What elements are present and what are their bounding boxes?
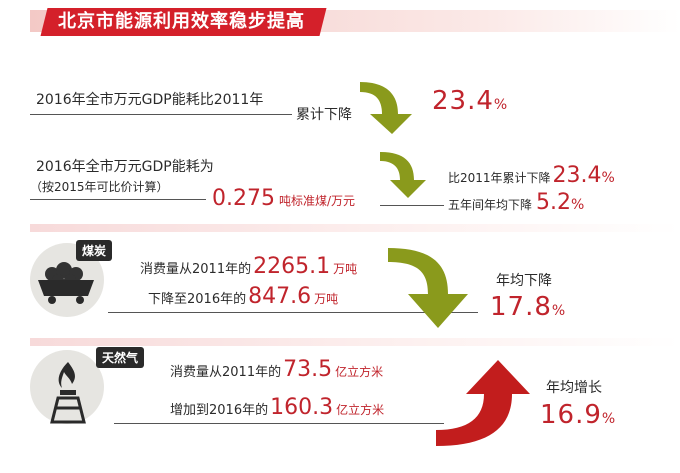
row1-line <box>30 114 292 115</box>
row1-value: 23.4 <box>432 86 494 116</box>
coal-line2: 下降至2016年的847.6 万吨 <box>148 284 338 309</box>
up-arrow-icon <box>436 360 530 446</box>
gas-line2-unit: 亿立方米 <box>336 403 385 417</box>
gas-icon-bg <box>30 350 104 424</box>
row1-label: 2016年全市万元GDP能耗比2011年 <box>36 92 264 108</box>
row2-line-mid <box>380 205 444 206</box>
divider <box>30 224 680 232</box>
row2-value-group: 0.275 吨标准煤/万元 <box>212 186 355 211</box>
coal-line1-unit: 万吨 <box>333 262 358 276</box>
row2-label: 2016年全市万元GDP能耗为 <box>36 159 214 175</box>
gas-line2: 增加到2016年的160.3 亿立方米 <box>170 395 384 420</box>
row2-value: 0.275 <box>212 186 275 211</box>
row1-value-group: 23.4% <box>432 86 507 116</box>
row2-note: （按2015年可比价计算） <box>30 180 169 194</box>
coal-line2-value: 847.6 <box>248 284 312 309</box>
header-title-box: 北京市能源利用效率稳步提高 <box>40 8 327 36</box>
gas-line1-prefix: 消费量从2011年的 <box>170 365 282 380</box>
coal-result-group: 17.8% <box>490 292 565 322</box>
down-arrow-icon <box>388 248 468 328</box>
gas-result-group: 16.9% <box>540 400 615 430</box>
gas-line1: 消费量从2011年的73.5 亿立方米 <box>170 357 383 382</box>
coal-line1-value: 2265.1 <box>253 254 331 279</box>
gas-result-pct: % <box>601 411 616 427</box>
row2-cmp1-label: 比2011年累计下降 <box>448 171 551 185</box>
row2-cmp1-pct: % <box>601 170 615 186</box>
gas-line2-value: 160.3 <box>270 395 334 420</box>
page-title: 北京市能源利用效率稳步提高 <box>58 11 305 32</box>
coal-line2-prefix: 下降至2016年的 <box>148 292 247 307</box>
coal-result-label: 年均下降 <box>496 273 552 289</box>
row2-cmp2-label: 五年间年均下降 <box>448 198 533 212</box>
coal-line1: 消费量从2011年的2265.1 万吨 <box>140 254 357 279</box>
coal-badge: 煤炭 <box>76 240 113 261</box>
row1-pct: % <box>493 97 508 113</box>
row2-unit: 吨标准煤/万元 <box>278 194 356 208</box>
coal-line2-unit: 万吨 <box>314 292 339 306</box>
row2-cmp2-group: 五年间年均下降 5.2% <box>448 190 584 215</box>
row2-cmp2-value: 5.2 <box>536 190 572 215</box>
coal-result-value: 17.8 <box>490 292 552 322</box>
gas-result-value: 16.9 <box>540 400 602 430</box>
row2-line-left <box>30 199 206 200</box>
coal-line1-prefix: 消费量从2011年的 <box>140 262 252 277</box>
down-arrow-icon <box>360 82 412 134</box>
coal-line <box>108 312 478 313</box>
row2-cmp1-value: 23.4 <box>552 163 602 188</box>
gas-result-label: 年均增长 <box>546 380 602 396</box>
gas-line2-prefix: 增加到2016年的 <box>170 403 269 418</box>
coal-cart-icon <box>38 262 94 304</box>
gas-line <box>114 423 444 424</box>
gas-line1-value: 73.5 <box>283 357 333 382</box>
row1-sub: 累计下降 <box>296 107 352 123</box>
row2-cmp2-pct: % <box>571 197 585 213</box>
row2-cmp1-group: 比2011年累计下降23.4% <box>448 163 615 188</box>
coal-result-pct: % <box>551 303 566 319</box>
divider <box>30 338 680 346</box>
gas-badge: 天然气 <box>96 347 145 368</box>
gas-well-icon <box>50 362 86 424</box>
gas-line1-unit: 亿立方米 <box>335 365 384 379</box>
down-arrow-icon <box>380 152 426 198</box>
